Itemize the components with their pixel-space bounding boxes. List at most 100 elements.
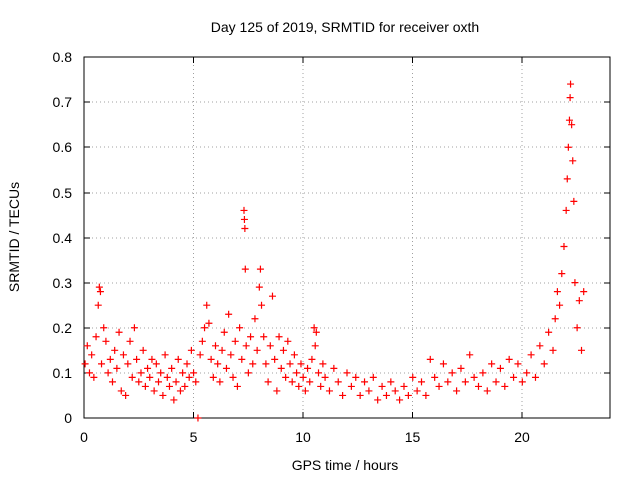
data-point xyxy=(571,279,579,287)
data-point xyxy=(282,373,290,381)
data-point xyxy=(174,355,182,363)
data-point xyxy=(102,337,110,345)
data-point xyxy=(569,157,577,165)
data-point xyxy=(119,351,127,359)
data-point xyxy=(251,315,259,323)
data-point xyxy=(249,360,257,368)
data-point xyxy=(422,391,430,399)
data-point xyxy=(187,346,195,354)
data-point xyxy=(122,391,130,399)
data-point xyxy=(518,378,526,386)
data-point xyxy=(183,360,191,368)
data-point xyxy=(258,301,266,309)
data-point xyxy=(418,378,426,386)
data-point xyxy=(255,283,263,291)
y-tick-label: 0.1 xyxy=(53,365,73,381)
data-point xyxy=(150,387,158,395)
x-tick-labels: 0 5 10 15 20 xyxy=(80,429,530,445)
data-point xyxy=(293,369,301,377)
y-tick-label: 0.3 xyxy=(53,275,73,291)
data-point xyxy=(83,342,91,350)
data-point xyxy=(347,382,355,390)
data-point xyxy=(117,387,125,395)
y-tick-label: 0.6 xyxy=(53,139,73,155)
y-tick-labels: 0 0.1 0.2 0.3 0.4 0.5 0.6 0.7 0.8 xyxy=(53,49,73,426)
data-point xyxy=(299,373,307,381)
x-tick-label: 0 xyxy=(80,429,88,445)
data-point xyxy=(564,143,572,151)
data-points xyxy=(81,80,588,422)
data-point xyxy=(573,324,581,332)
data-point xyxy=(271,355,279,363)
data-point xyxy=(124,360,132,368)
data-point xyxy=(241,224,249,232)
data-point xyxy=(253,346,261,354)
data-point xyxy=(288,378,296,386)
data-point xyxy=(396,396,404,404)
data-point xyxy=(457,364,465,372)
data-point xyxy=(325,387,333,395)
data-point xyxy=(220,328,228,336)
data-point xyxy=(319,360,327,368)
data-point xyxy=(192,378,200,386)
data-point xyxy=(279,346,287,354)
data-point xyxy=(185,373,193,381)
data-point xyxy=(304,364,312,372)
data-point xyxy=(540,360,548,368)
data-point xyxy=(190,369,198,377)
data-point xyxy=(139,346,147,354)
data-point xyxy=(361,378,369,386)
data-point xyxy=(161,351,169,359)
data-point xyxy=(113,364,121,372)
data-point xyxy=(214,360,222,368)
data-point xyxy=(212,342,219,350)
data-point xyxy=(565,116,573,124)
data-point xyxy=(130,324,138,332)
data-point xyxy=(157,369,165,377)
data-point xyxy=(229,373,237,381)
data-point xyxy=(483,387,491,395)
data-point xyxy=(216,378,224,386)
data-point xyxy=(505,355,513,363)
x-tick-label: 5 xyxy=(190,429,198,445)
data-point xyxy=(85,369,93,377)
data-point xyxy=(536,342,544,350)
data-point xyxy=(256,265,264,273)
data-point xyxy=(391,387,399,395)
data-point xyxy=(290,351,298,359)
data-point xyxy=(492,378,500,386)
data-point xyxy=(435,382,443,390)
data-point xyxy=(301,387,309,395)
data-point xyxy=(312,328,320,336)
data-point xyxy=(369,373,377,381)
y-tick-label: 0.7 xyxy=(53,94,73,110)
data-point xyxy=(268,292,276,300)
data-point xyxy=(558,270,566,278)
y-tick-label: 0.5 xyxy=(53,185,73,201)
data-point xyxy=(523,369,531,377)
data-point xyxy=(159,391,167,399)
data-point xyxy=(560,243,568,251)
data-point xyxy=(92,333,100,341)
plot-frame xyxy=(83,56,611,419)
data-point xyxy=(551,315,559,323)
data-point xyxy=(181,382,189,390)
data-point xyxy=(194,414,202,422)
data-point xyxy=(266,342,274,350)
data-point xyxy=(378,382,386,390)
data-point xyxy=(306,378,314,386)
data-point xyxy=(562,206,570,214)
x-tick-label: 10 xyxy=(295,429,311,445)
data-point xyxy=(196,351,204,359)
data-point xyxy=(155,378,163,386)
y-tick-label: 0.8 xyxy=(53,49,73,65)
data-point xyxy=(297,360,305,368)
y-tick-label: 0.4 xyxy=(53,230,73,246)
data-point xyxy=(295,382,303,390)
data-point xyxy=(104,369,112,377)
data-point xyxy=(209,373,217,381)
data-point xyxy=(310,324,318,332)
data-point xyxy=(115,328,123,336)
data-point xyxy=(277,364,285,372)
data-point xyxy=(510,373,518,381)
